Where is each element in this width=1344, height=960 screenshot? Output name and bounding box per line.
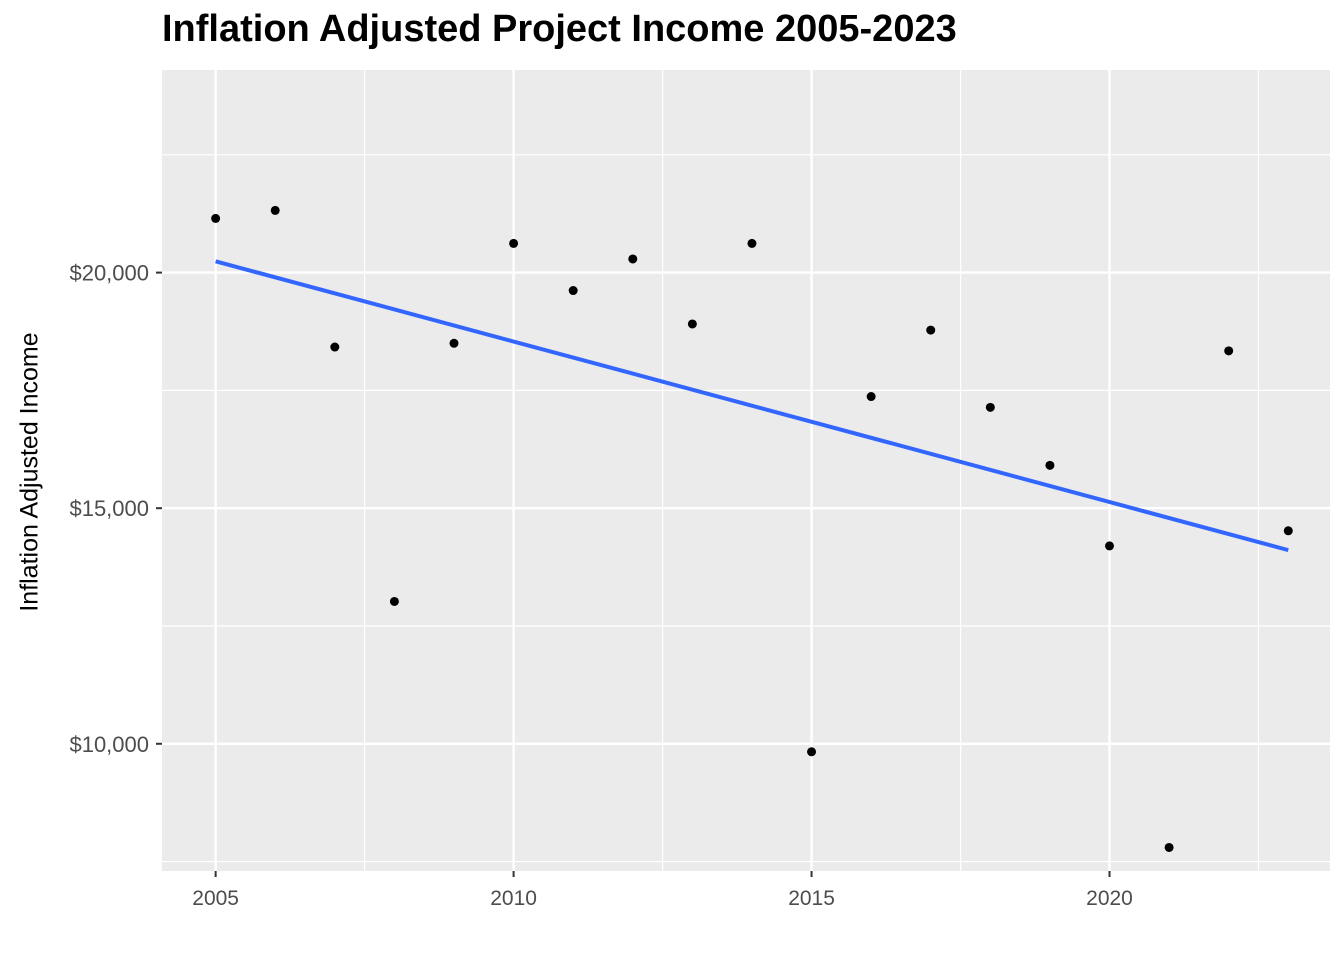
x-tick-label: 2010	[490, 887, 537, 910]
x-tick-label: 2020	[1086, 887, 1133, 910]
data-point	[1283, 526, 1293, 536]
data-point	[807, 747, 817, 757]
y-tick-label: $15,000	[69, 496, 149, 521]
data-point	[270, 205, 280, 215]
plot-panel	[162, 70, 1330, 871]
data-point	[509, 238, 519, 248]
data-point	[211, 213, 221, 223]
data-point	[1105, 541, 1115, 551]
data-point	[747, 238, 757, 248]
data-point	[330, 342, 340, 352]
chart-title: Inflation Adjusted Project Income 2005-2…	[162, 8, 957, 50]
data-point	[449, 338, 459, 348]
data-point	[628, 254, 638, 264]
data-point	[568, 286, 578, 296]
data-point	[389, 596, 399, 606]
data-point	[1045, 460, 1055, 470]
data-point	[1224, 346, 1234, 356]
data-point	[926, 325, 936, 335]
data-point	[866, 392, 876, 402]
data-point	[985, 402, 995, 412]
y-tick-label: $10,000	[69, 732, 149, 757]
data-point	[1164, 842, 1174, 852]
y-tick-label: $20,000	[69, 261, 149, 286]
x-tick-label: 2005	[192, 887, 239, 910]
x-tick-label: 2015	[788, 887, 835, 910]
trend-line	[215, 259, 1289, 553]
data-point	[687, 319, 697, 329]
